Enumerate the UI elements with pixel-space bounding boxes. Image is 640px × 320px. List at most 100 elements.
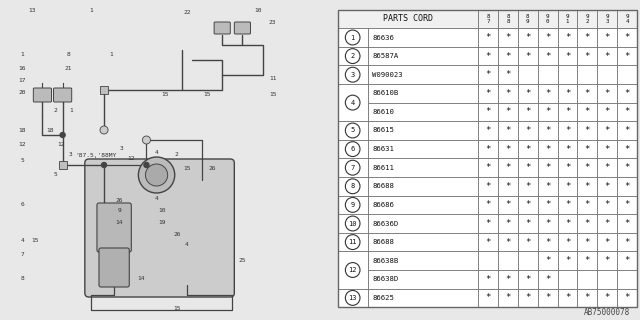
Bar bbox=[367, 214, 478, 233]
Text: 9: 9 bbox=[117, 207, 121, 212]
Text: *: * bbox=[584, 256, 590, 265]
Text: *: * bbox=[624, 89, 630, 98]
Bar bbox=[338, 214, 367, 233]
Text: *: * bbox=[525, 145, 531, 154]
Circle shape bbox=[346, 235, 360, 250]
Bar bbox=[518, 158, 538, 177]
Bar bbox=[338, 10, 478, 28]
Text: 8: 8 bbox=[67, 52, 70, 58]
Text: *: * bbox=[525, 219, 531, 228]
Text: 1: 1 bbox=[351, 35, 355, 41]
Bar bbox=[498, 84, 518, 103]
Bar bbox=[338, 252, 367, 270]
Bar bbox=[577, 177, 597, 196]
Text: *: * bbox=[624, 108, 630, 116]
Circle shape bbox=[346, 95, 360, 110]
Bar bbox=[557, 121, 577, 140]
Text: *: * bbox=[545, 126, 550, 135]
Bar bbox=[338, 233, 367, 252]
Bar bbox=[338, 252, 367, 289]
Bar bbox=[617, 121, 637, 140]
Bar bbox=[597, 10, 617, 28]
Text: 22: 22 bbox=[183, 10, 191, 14]
Text: *: * bbox=[525, 89, 531, 98]
Circle shape bbox=[346, 49, 360, 64]
Circle shape bbox=[346, 30, 360, 45]
Bar bbox=[338, 121, 367, 140]
Text: *: * bbox=[604, 182, 610, 191]
Text: 9
1: 9 1 bbox=[566, 14, 569, 24]
Text: 5: 5 bbox=[20, 157, 24, 163]
Text: *: * bbox=[506, 145, 511, 154]
Bar bbox=[338, 270, 367, 289]
Text: 7: 7 bbox=[351, 165, 355, 171]
Text: 1: 1 bbox=[69, 108, 72, 113]
Text: 15: 15 bbox=[183, 165, 191, 171]
Bar bbox=[518, 28, 538, 47]
Bar bbox=[597, 233, 617, 252]
Text: 16: 16 bbox=[19, 66, 26, 70]
Bar bbox=[557, 47, 577, 65]
Bar bbox=[538, 10, 557, 28]
Bar bbox=[518, 177, 538, 196]
Bar bbox=[617, 158, 637, 177]
Text: *: * bbox=[604, 163, 610, 172]
Text: *: * bbox=[525, 163, 531, 172]
Text: 1: 1 bbox=[109, 52, 113, 58]
Text: *: * bbox=[525, 275, 531, 284]
Bar bbox=[367, 196, 478, 214]
Bar bbox=[557, 214, 577, 233]
Text: *: * bbox=[506, 89, 511, 98]
Text: 4: 4 bbox=[20, 237, 24, 243]
Text: 8
7: 8 7 bbox=[486, 14, 490, 24]
Bar bbox=[518, 214, 538, 233]
Bar bbox=[597, 65, 617, 84]
Bar bbox=[498, 252, 518, 270]
Bar bbox=[538, 289, 557, 307]
Text: 4: 4 bbox=[155, 196, 159, 201]
Bar bbox=[577, 121, 597, 140]
Text: *: * bbox=[584, 163, 590, 172]
Bar bbox=[498, 233, 518, 252]
Text: *: * bbox=[604, 145, 610, 154]
Circle shape bbox=[144, 163, 149, 167]
Text: 6: 6 bbox=[20, 203, 24, 207]
Text: 15: 15 bbox=[269, 92, 276, 98]
Bar bbox=[498, 65, 518, 84]
Circle shape bbox=[346, 197, 360, 212]
Text: 15: 15 bbox=[173, 306, 180, 310]
Bar bbox=[518, 10, 538, 28]
Text: *: * bbox=[584, 145, 590, 154]
Text: 86615: 86615 bbox=[372, 127, 394, 133]
Bar bbox=[478, 65, 498, 84]
Bar bbox=[338, 177, 367, 196]
Text: 86636: 86636 bbox=[372, 35, 394, 41]
Text: *: * bbox=[624, 145, 630, 154]
Bar bbox=[617, 233, 637, 252]
Text: *: * bbox=[565, 89, 570, 98]
Text: 15: 15 bbox=[31, 237, 39, 243]
Bar bbox=[498, 10, 518, 28]
Bar bbox=[597, 28, 617, 47]
Text: *: * bbox=[506, 237, 511, 247]
Text: *: * bbox=[604, 89, 610, 98]
Circle shape bbox=[346, 291, 360, 305]
Text: 86638D: 86638D bbox=[372, 276, 399, 282]
Text: *: * bbox=[565, 256, 570, 265]
Text: *: * bbox=[604, 126, 610, 135]
Text: 86638B: 86638B bbox=[372, 258, 399, 264]
Text: *: * bbox=[486, 145, 491, 154]
Text: 9: 9 bbox=[351, 202, 355, 208]
Text: 86631: 86631 bbox=[372, 146, 394, 152]
Bar bbox=[478, 121, 498, 140]
Text: 86688: 86688 bbox=[372, 239, 394, 245]
FancyBboxPatch shape bbox=[100, 86, 108, 94]
Text: *: * bbox=[565, 126, 570, 135]
Text: 11: 11 bbox=[348, 239, 357, 245]
Text: 9
4: 9 4 bbox=[625, 14, 628, 24]
Text: *: * bbox=[604, 237, 610, 247]
Bar bbox=[597, 158, 617, 177]
Bar bbox=[557, 289, 577, 307]
Bar bbox=[557, 84, 577, 103]
Text: 3: 3 bbox=[69, 153, 72, 157]
